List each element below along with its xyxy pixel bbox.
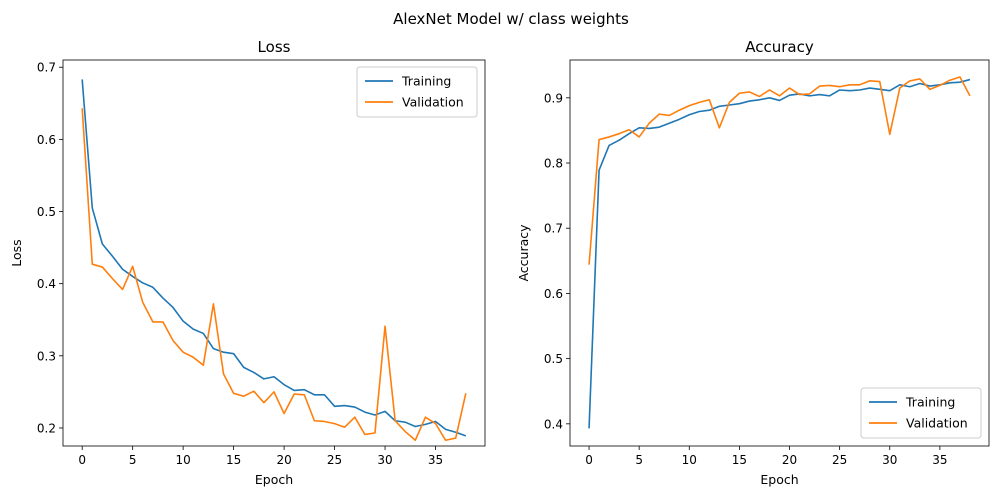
loss-legend: Training Validation <box>356 66 478 118</box>
loss-y-axis-label: Loss <box>9 239 24 266</box>
loss-x-tick-label: 25 <box>327 453 342 467</box>
loss-series-line-training <box>81 79 467 437</box>
accuracy-x-tick-label: 20 <box>782 453 797 467</box>
accuracy-y-tick-label: 0.4 <box>544 417 563 431</box>
accuracy-legend-label: Training <box>905 395 955 410</box>
loss-series-line-validation <box>81 108 467 442</box>
accuracy-x-axis-label: Epoch <box>760 472 798 487</box>
accuracy-y-tick-label: 0.6 <box>544 287 563 301</box>
accuracy-y-tick-label: 0.7 <box>544 222 563 236</box>
accuracy-y-tick-label: 0.5 <box>544 352 563 366</box>
loss-x-axis-label: Epoch <box>255 472 293 487</box>
loss-x-tick-label: 0 <box>78 453 86 467</box>
loss-legend-label: Validation <box>402 95 464 110</box>
accuracy-series-line-validation <box>588 76 971 265</box>
loss-plot-frame <box>62 59 486 447</box>
accuracy-chart: Accuracy 0 5 10 15 20 25 30 35 0.4 0.5 0.6 0.7 0.8 0.9… <box>516 38 990 487</box>
accuracy-x-tick-label: 15 <box>732 453 747 467</box>
accuracy-x-tick-label: 35 <box>932 453 947 467</box>
accuracy-y-tick-label: 0.8 <box>544 157 563 171</box>
accuracy-x-tick-label: 10 <box>682 453 697 467</box>
loss-x-tick-label: 15 <box>226 453 241 467</box>
accuracy-x-tick-label: 0 <box>585 453 593 467</box>
accuracy-y-axis-label: Accuracy <box>516 224 531 282</box>
loss-y-tick-label: 0.2 <box>37 421 56 435</box>
accuracy-chart-title: Accuracy <box>745 38 814 56</box>
loss-y-tick-label: 0.5 <box>37 205 56 219</box>
accuracy-series-line-training <box>588 78 971 429</box>
loss-y-tick-label: 0.4 <box>37 277 56 291</box>
accuracy-legend-box <box>860 387 982 439</box>
accuracy-y-tick-label: 0.9 <box>544 91 563 105</box>
loss-x-tick-label: 35 <box>428 453 443 467</box>
accuracy-x-tick-label: 25 <box>832 453 847 467</box>
loss-y-tick-label: 0.6 <box>37 133 56 147</box>
loss-legend-box <box>356 66 478 118</box>
loss-chart: Loss 0 5 10 15 20 25 30 35 0.2 0.3 0.4 0.5 0.6 0.7 Epoc… <box>9 38 486 487</box>
loss-legend-label: Training <box>401 74 451 89</box>
loss-x-tick-label: 10 <box>175 453 190 467</box>
accuracy-legend-label: Validation <box>906 416 968 431</box>
loss-x-tick-label: 5 <box>129 453 137 467</box>
accuracy-plot-frame <box>569 59 990 447</box>
loss-chart-title: Loss <box>258 38 291 56</box>
figure-suptitle: AlexNet Model w/ class weights <box>393 10 629 28</box>
loss-x-tick-label: 20 <box>276 453 291 467</box>
loss-x-tick-label: 30 <box>377 453 392 467</box>
accuracy-x-tick-label: 30 <box>882 453 897 467</box>
loss-y-tick-label: 0.3 <box>37 349 56 363</box>
accuracy-x-tick-label: 5 <box>635 453 643 467</box>
accuracy-legend: Training Validation <box>860 387 982 439</box>
loss-y-tick-label: 0.7 <box>37 61 56 75</box>
